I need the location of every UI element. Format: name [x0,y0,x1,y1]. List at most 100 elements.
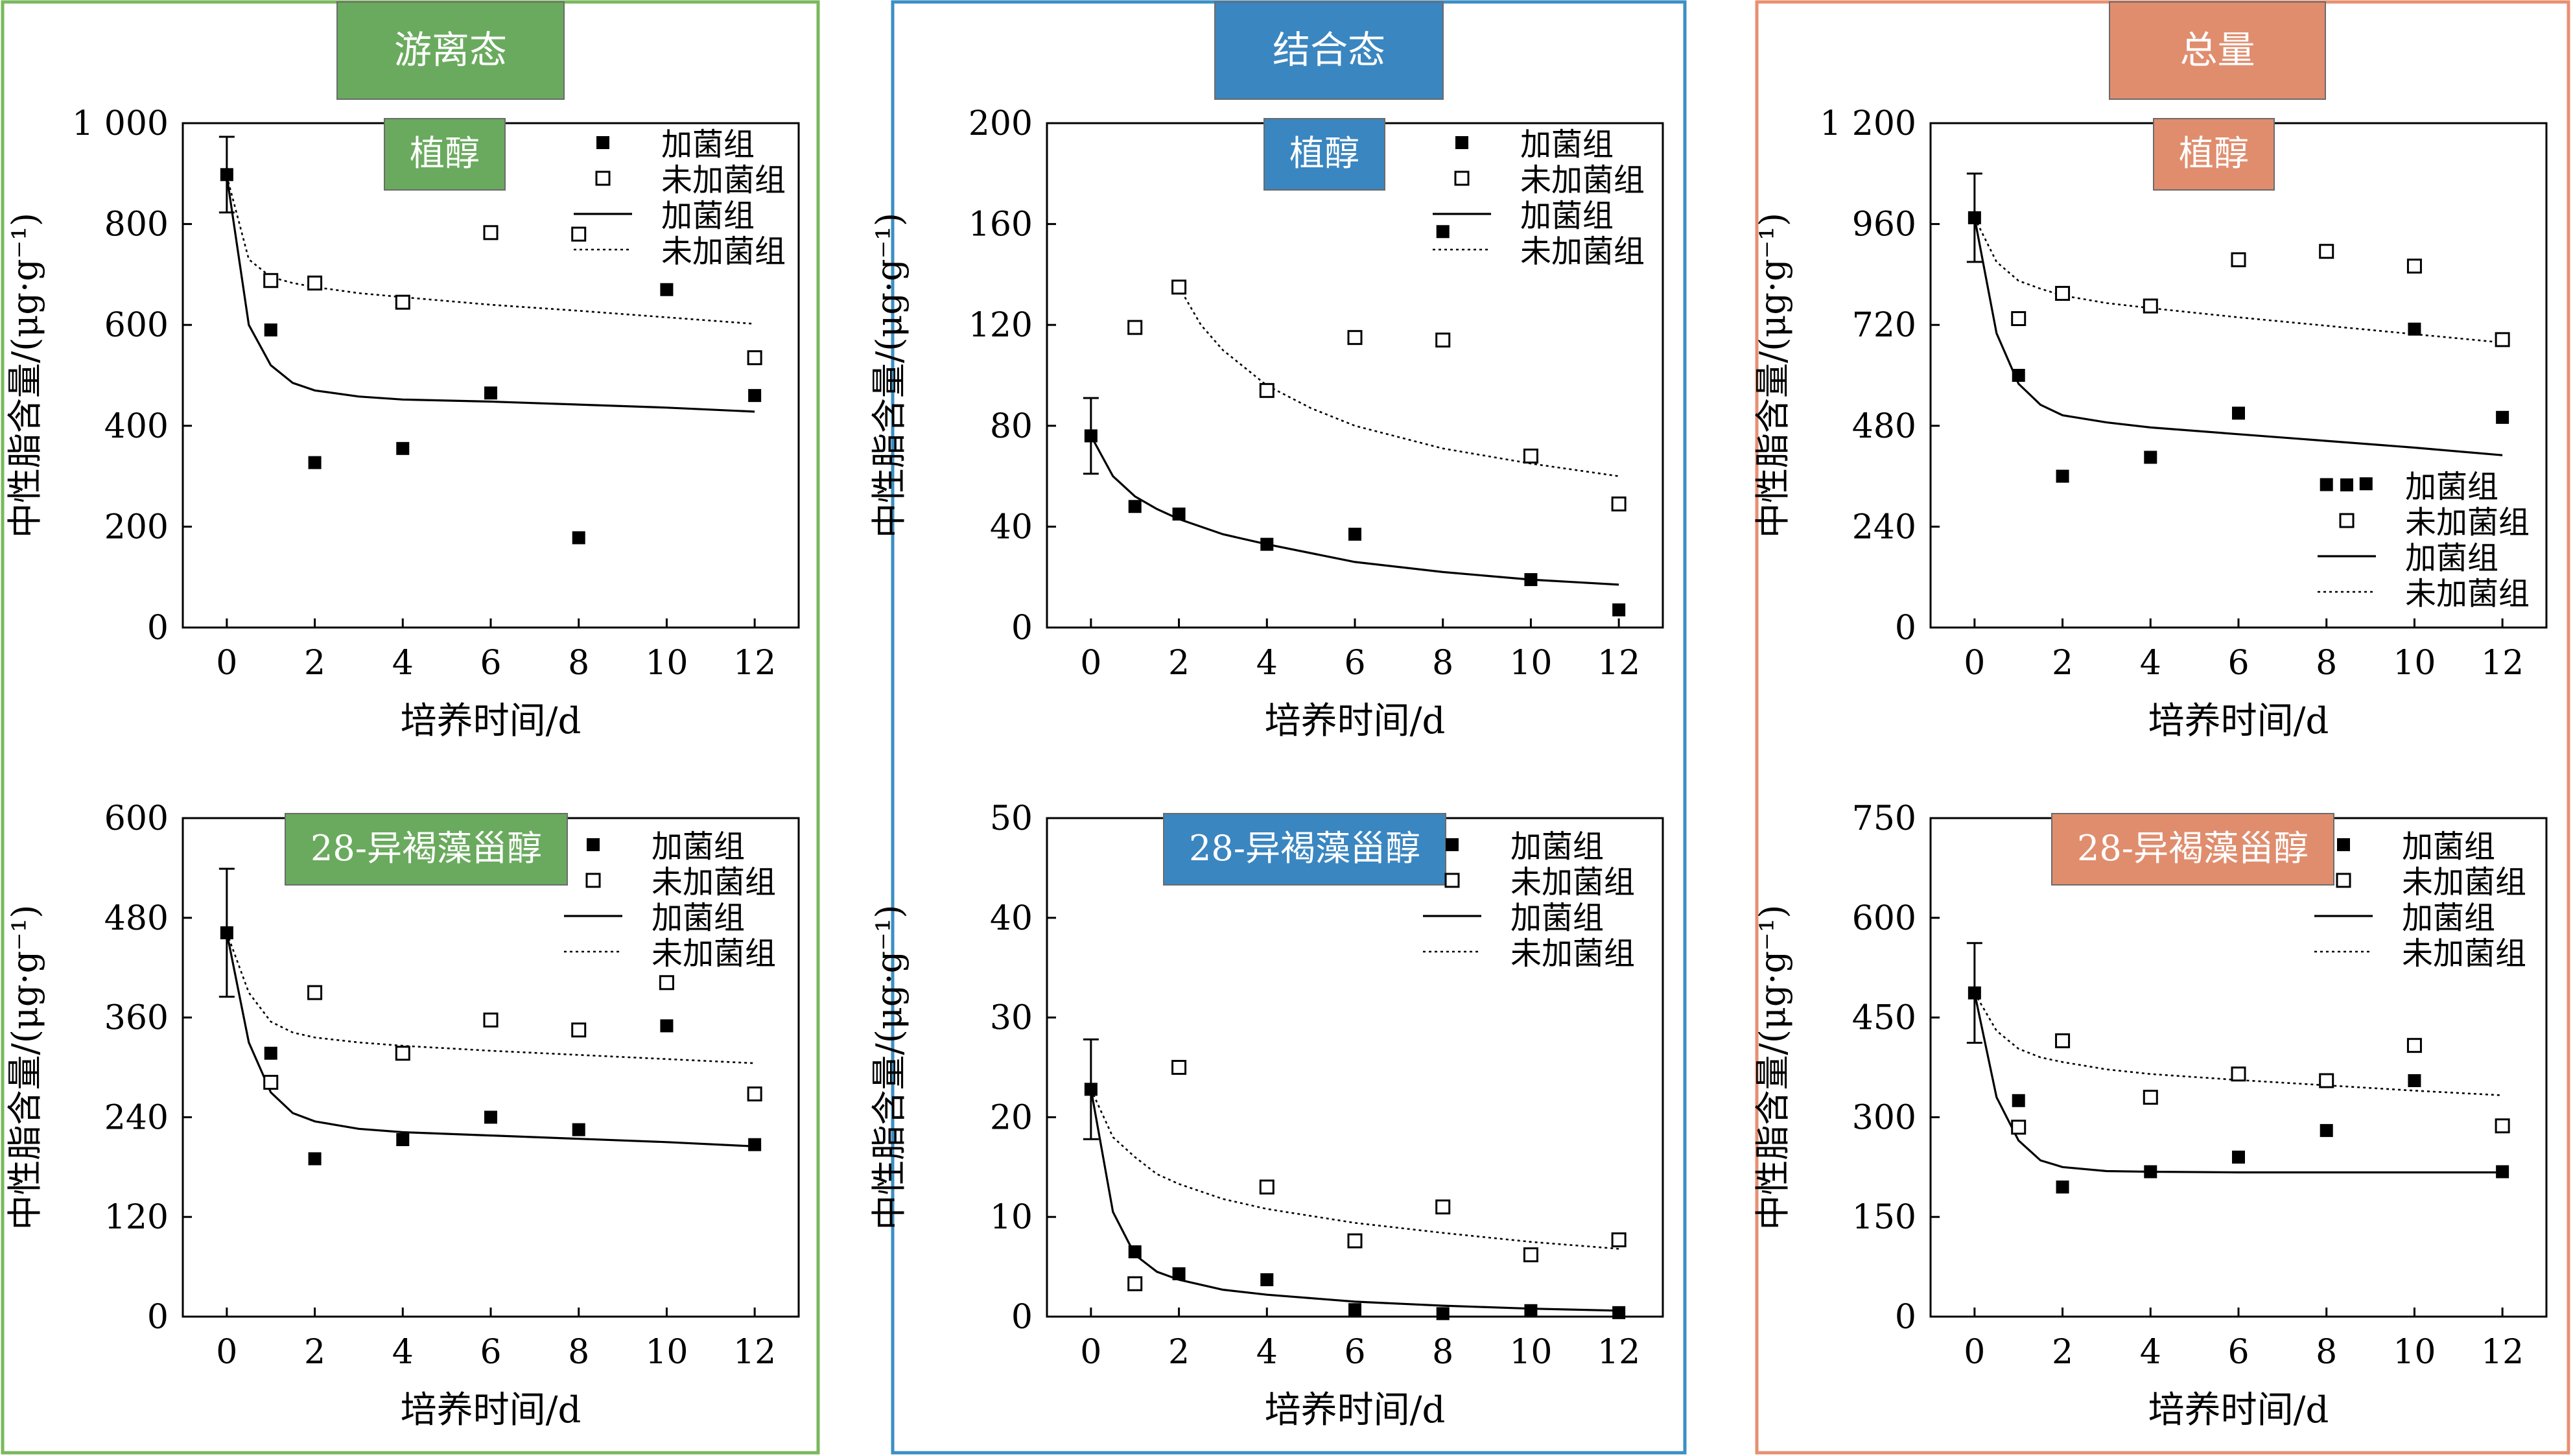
legend-marker-open [2336,873,2351,888]
data-point-inoculated [264,1046,277,1060]
data-point-inoculated [2496,1165,2509,1179]
data-point-inoculated [2496,410,2509,424]
panel-label-badge [285,813,568,886]
data-point-inoculated [2408,322,2421,336]
x-axis-title: 培养时间/d [1265,700,1446,742]
legend-label: 未加菌组 [1510,864,1635,900]
y-tick-label: 120 [969,306,1033,345]
y-tick-label: 200 [969,104,1033,143]
legend-label: 加菌组 [1520,126,1614,163]
legend-label: 加菌组 [1510,900,1604,936]
legend-label: 未加菌组 [1520,233,1645,270]
y-tick-label: 40 [990,508,1033,546]
x-tick-label: 0 [216,644,237,683]
y-tick-label: 0 [1011,1298,1033,1337]
data-point-control [571,1022,587,1038]
legend-marker-filled [1446,838,1459,851]
x-tick-label: 6 [480,1333,501,1372]
data-point-control [1347,330,1363,346]
x-tick-label: 10 [1509,644,1552,683]
data-point-inoculated [1128,1245,1142,1259]
legend-marker-filled [2340,478,2353,491]
y-tick-label: 240 [1852,508,1916,546]
data-point-control [2406,1038,2422,1053]
legend-label: 未加菌组 [2402,864,2526,900]
x-tick-label: 4 [2140,644,2161,683]
legend-label: 加菌组 [1510,828,1604,865]
y-tick-label: 400 [104,407,169,446]
legend-label: 加菌组 [652,828,745,865]
data-point-inoculated [264,323,277,336]
data-point-inoculated [660,283,674,296]
x-tick-label: 4 [2140,1333,2161,1372]
x-tick-label: 8 [2316,644,2337,683]
x-tick-label: 6 [1344,644,1365,683]
x-tick-label: 10 [645,1333,688,1372]
x-tick-label: 6 [2227,1333,2249,1372]
column-title-bound: 结合态 [1273,28,1385,72]
data-point-control [395,294,410,310]
x-tick-label: 2 [2052,644,2073,683]
data-point-inoculated [2408,1074,2421,1088]
legend-label: 加菌组 [2402,828,2495,865]
legend-label: 加菌组 [1520,198,1614,234]
fit-curve-control [1090,1088,1619,1250]
data-point-control [1347,1233,1363,1249]
data-point-inoculated [2056,1180,2069,1194]
data-point-control [1435,333,1451,348]
legend-label: 加菌组 [661,198,755,234]
data-point-control [1259,382,1275,398]
panel-label: 28-异褐藻甾醇 [311,828,542,869]
x-tick-label: 0 [1964,644,1985,683]
x-tick-label: 12 [1597,1333,1640,1372]
data-point-inoculated [308,456,322,469]
data-point-inoculated [2359,477,2373,491]
data-point-control [2495,1118,2510,1134]
data-point-day0 [220,168,233,182]
data-point-control [2143,1090,2158,1105]
x-axis-title: 培养时间/d [401,700,582,742]
legend-label: 未加菌组 [2405,576,2530,612]
x-tick-label: 10 [2393,1333,2436,1372]
data-point-day0 [220,926,233,939]
data-point-control [2406,258,2422,274]
data-point-inoculated [1348,528,1361,541]
data-point-inoculated [484,1110,497,1124]
y-tick-label: 40 [990,899,1033,938]
data-point-control [1611,1232,1627,1248]
data-point-inoculated [2320,478,2333,491]
x-tick-label: 2 [304,1333,325,1372]
legend-marker-open [585,873,601,888]
data-point-inoculated [1260,1273,1274,1287]
data-point-control [483,225,499,241]
y-tick-label: 720 [1852,306,1916,345]
x-tick-label: 10 [2393,644,2436,683]
legend-marker-filled [587,838,600,851]
x-tick-label: 0 [1080,1333,1101,1372]
legend-marker-open [1454,170,1470,186]
chart-bound-isofucosterol: 0 2 4 6 8 10 12 0 10 20 30 40 50 培养时间/d 中性脂含量/(μg·g⁻¹)… [869,799,1664,1431]
x-tick-label: 2 [304,644,325,683]
data-point-control [2319,1073,2334,1088]
data-point-inoculated [2012,369,2025,382]
x-tick-label: 2 [2052,1333,2073,1372]
y-tick-label: 480 [1852,407,1916,446]
data-point-control [263,1075,279,1090]
data-point-inoculated [2232,1150,2245,1164]
fit-curve-control [226,932,755,1064]
x-tick-label: 6 [480,644,501,683]
x-tick-label: 12 [733,644,776,683]
fit-curve-inoculated [226,176,755,413]
legend-marker-open [595,170,611,186]
y-tick-label: 600 [1852,899,1916,938]
data-point-control [1127,320,1143,335]
legend-label: 加菌组 [2405,540,2498,576]
y-tick-label: 0 [1011,609,1033,648]
y-tick-label: 120 [104,1198,169,1237]
y-axis-title: 中性脂含量/(μg·g⁻¹) [1752,213,1793,538]
data-point-control [307,985,323,1000]
panel-label: 28-异褐藻甾醇 [1189,828,1420,869]
x-tick-label: 10 [1509,1333,1552,1372]
